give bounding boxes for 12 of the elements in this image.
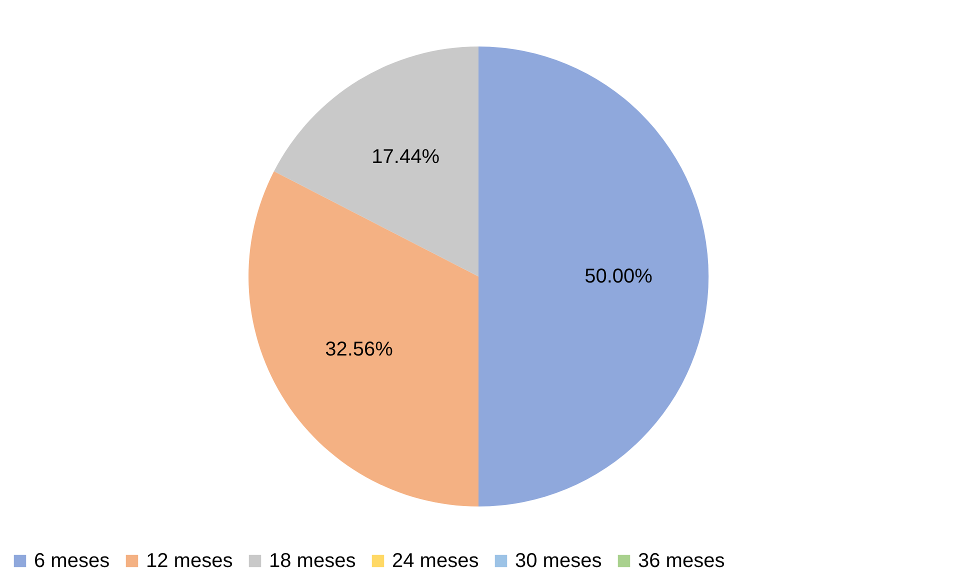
legend-label: 36 meses xyxy=(638,550,725,572)
pie-slice xyxy=(478,46,708,506)
legend-label: 12 meses xyxy=(146,550,233,572)
legend-label: 6 meses xyxy=(34,550,110,572)
pie-slice xyxy=(248,171,478,506)
data-label: 32.56% xyxy=(325,338,394,360)
legend-label: 18 meses xyxy=(269,550,356,572)
legend-label: 30 meses xyxy=(515,550,602,572)
pie-slice xyxy=(274,46,478,276)
data-label: 17.44% xyxy=(372,146,440,168)
legend-label: 24 meses xyxy=(392,550,479,572)
data-label: 50.00% xyxy=(584,266,653,288)
